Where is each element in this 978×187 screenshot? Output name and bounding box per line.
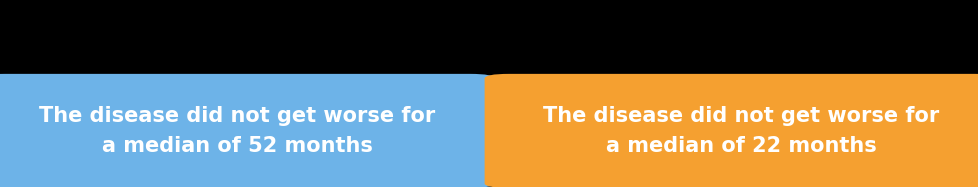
FancyBboxPatch shape [0, 74, 494, 187]
FancyBboxPatch shape [484, 74, 978, 187]
Text: The disease did not get worse for
a median of 22 months: The disease did not get worse for a medi… [543, 106, 939, 156]
Text: The disease did not get worse for
a median of 52 months: The disease did not get worse for a medi… [39, 106, 435, 156]
